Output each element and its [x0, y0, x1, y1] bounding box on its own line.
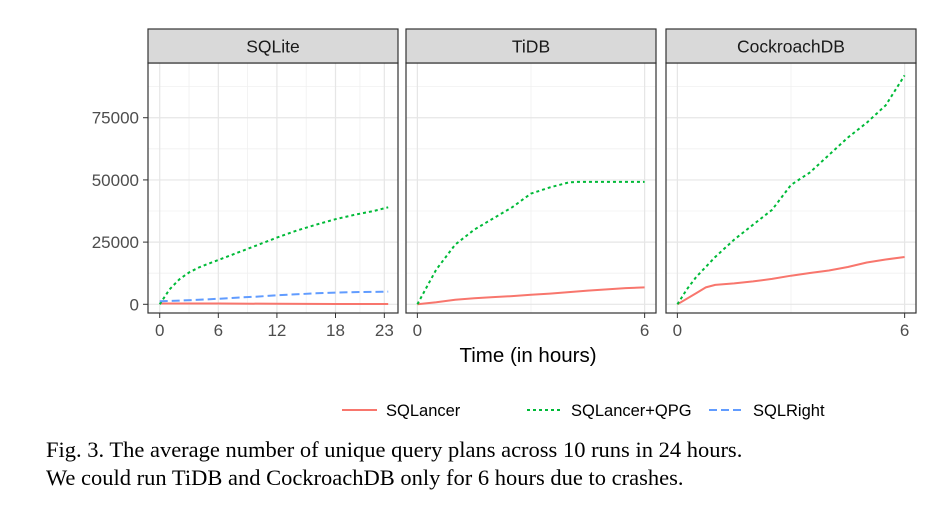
x-tick-label: 23 [375, 321, 394, 340]
legend-label: SQLRight [753, 402, 825, 420]
facet-title: SQLite [246, 37, 300, 57]
figure-caption: Fig. 3. The average number of unique que… [46, 436, 926, 492]
caption-line-1: Fig. 3. The average number of unique que… [46, 437, 743, 462]
x-tick-label: 6 [900, 321, 909, 340]
facet-title: CockroachDB [737, 37, 845, 57]
x-tick-label: 6 [640, 321, 649, 340]
series-line-sqlancer [676, 256, 905, 306]
series-line-sqlancer-qpg [676, 74, 906, 305]
panel-background [148, 63, 398, 313]
series-line-sqlancer-qpg [416, 180, 645, 305]
x-tick-label: 0 [673, 321, 682, 340]
x-tick-label: 18 [326, 321, 345, 340]
x-tick-label: 6 [214, 321, 223, 340]
y-tick-label: 0 [130, 295, 139, 314]
faceted-line-chart: 0 25000 50000 75000 SQLite 0 6 12 18 23 TiDB 0 6 Cock… [92, 28, 917, 420]
caption-line-2: We could run TiDB and CockroachDB only f… [46, 465, 684, 490]
facet-strip [405, 28, 657, 64]
series-line-sqlright [159, 290, 389, 303]
y-tick-label: 50000 [92, 171, 139, 190]
facet-title: TiDB [512, 37, 550, 57]
x-tick-label: 12 [267, 321, 286, 340]
series-line-sqlancer-qpg [158, 206, 389, 305]
series-line-sqlancer [417, 286, 645, 306]
legend-label: SQLancer [386, 402, 461, 420]
series-line-sqlancer [159, 302, 389, 305]
chart-canvas: 0 25000 50000 75000 SQLite 0 6 12 18 23 TiDB 0 6 Cock… [92, 28, 917, 420]
x-tick-label: 0 [413, 321, 422, 340]
y-tick-label: 75000 [92, 109, 139, 128]
facet-strip [665, 28, 917, 64]
y-tick-label: 25000 [92, 233, 139, 252]
legend-label: SQLancer+QPG [571, 402, 692, 420]
x-axis-title: Time (in hours) [459, 344, 596, 367]
x-tick-label: 0 [155, 321, 164, 340]
facet-strip [147, 28, 399, 64]
